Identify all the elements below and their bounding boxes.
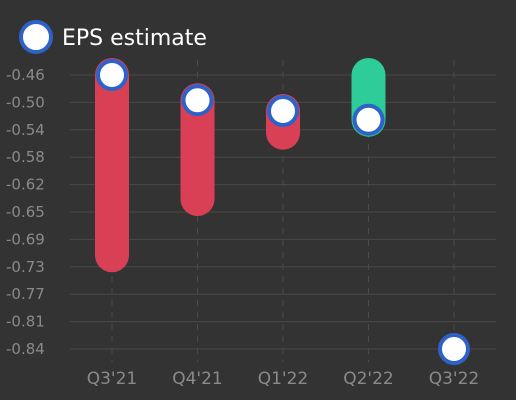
- range-bar[interactable]: [95, 58, 129, 273]
- legend-marker: [19, 20, 53, 54]
- y-tick-label: -0.77: [6, 285, 45, 303]
- legend-label: EPS estimate: [62, 26, 207, 51]
- y-axis-tick-labels: -0.46 -0.50 -0.54 -0.58 -0.62 -0.65 -0.69 -0.73…: [6, 66, 45, 358]
- y-tick-label: -0.84: [6, 340, 45, 358]
- x-tick-label: Q3'21: [87, 369, 138, 389]
- estimate-point[interactable]: [352, 103, 385, 136]
- x-axis-tick-labels: Q3'21 Q4'21 Q1'22 Q2'22 Q3'22: [87, 369, 480, 389]
- y-tick-label: -0.54: [6, 121, 45, 139]
- estimate-point[interactable]: [96, 59, 128, 91]
- y-tick-label: -0.50: [6, 93, 45, 111]
- y-tick-label: -0.62: [6, 176, 45, 194]
- legend[interactable]: EPS estimate: [19, 20, 207, 54]
- estimate-point[interactable]: [181, 84, 214, 117]
- y-tick-label: -0.65: [6, 203, 45, 221]
- range-bars: [95, 58, 386, 273]
- range-bar[interactable]: [180, 83, 215, 217]
- estimate-point[interactable]: [267, 95, 299, 128]
- y-tick-label: -0.81: [6, 313, 45, 331]
- y-tick-label: -0.69: [6, 230, 45, 248]
- y-tick-label: -0.46: [6, 66, 45, 84]
- x-tick-label: Q2'22: [343, 369, 394, 389]
- x-tick-label: Q4'21: [172, 369, 223, 389]
- x-tick-label: Q3'22: [429, 369, 480, 389]
- estimate-point[interactable]: [438, 333, 470, 365]
- estimate-markers: [96, 59, 470, 365]
- x-tick-label: Q1'22: [258, 369, 309, 389]
- y-tick-label: -0.58: [6, 148, 45, 166]
- y-tick-label: -0.73: [6, 258, 45, 276]
